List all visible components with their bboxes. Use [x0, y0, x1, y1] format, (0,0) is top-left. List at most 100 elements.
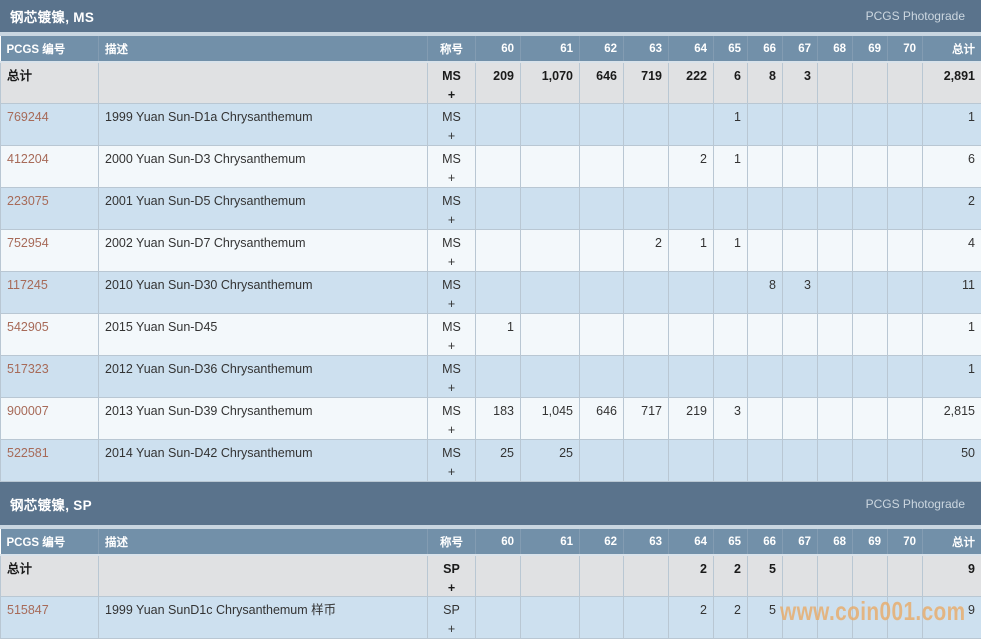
grade-63-cell — [623, 313, 669, 356]
description-cell: 2002 Yuan Sun-D7 Chrysanthemum — [98, 229, 428, 272]
designation-cell: MS + — [427, 313, 476, 356]
grade-64-cell: 2 — [668, 554, 714, 597]
grade-61-cell — [520, 145, 580, 188]
table-row: 752954 2002 Yuan Sun-D7 Chrysanthemum MS +2… — [0, 229, 981, 272]
grade-63-cell — [623, 355, 669, 398]
grade-62-cell — [579, 439, 624, 482]
grade-67-cell — [782, 145, 818, 188]
pcgs-number-link[interactable]: 769244 — [7, 110, 49, 124]
grade-68-cell — [817, 229, 853, 272]
section-ms: 钢芯镀镍, MS PCGS Photograde PCGS 编号 描述 称号 60 61… — [0, 0, 981, 482]
pcgs-number-cell: 752954 — [0, 229, 99, 272]
col-header-grade-65: 65 — [713, 36, 748, 63]
grade-60-cell — [475, 103, 521, 146]
grade-70-cell — [887, 145, 923, 188]
grade-61-cell: 25 — [520, 439, 580, 482]
grade-64-cell — [668, 313, 714, 356]
grade-62-cell — [579, 187, 624, 230]
col-header-grade-68: 68 — [817, 529, 853, 556]
col-header-grade-60: 60 — [475, 36, 521, 63]
grade-68-cell — [817, 397, 853, 440]
grade-67-cell — [782, 313, 818, 356]
grade-66-cell — [747, 313, 783, 356]
grade-70-cell — [887, 271, 923, 314]
col-header-grade-63: 63 — [623, 529, 669, 556]
grade-66-cell — [747, 103, 783, 146]
table-row: 223075 2001 Yuan Sun-D5 Chrysanthemum MS +2 — [0, 187, 981, 230]
total-row: 总计 MS +209 1,070 646 719 222 6 8 3 2,891 — [0, 61, 981, 104]
pcgs-number-link[interactable]: 412204 — [7, 152, 49, 166]
pcgs-photograde-link[interactable]: PCGS Photograde — [865, 496, 965, 511]
grade-67-cell — [782, 187, 818, 230]
pcgs-number-link[interactable]: 752954 — [7, 236, 49, 250]
description-cell: 1999 Yuan Sun-D1a Chrysanthemum — [98, 103, 428, 146]
pcgs-number-link[interactable]: 900007 — [7, 404, 49, 418]
grade-70-cell — [887, 439, 923, 482]
pcgs-number-link[interactable]: 117245 — [7, 278, 48, 292]
designation-line: + — [447, 88, 456, 102]
grade-60-cell — [475, 145, 521, 188]
grade-68-cell — [817, 271, 853, 314]
pcgs-number-cell: 412204 — [0, 145, 99, 188]
grade-67-cell — [782, 229, 818, 272]
pcgs-number-cell: 515847 — [0, 596, 99, 639]
col-header-grade-60: 60 — [475, 529, 521, 556]
section-header-bar-ms: 钢芯镀镍, MS PCGS Photograde — [0, 0, 981, 32]
grade-69-cell — [852, 229, 888, 272]
section-divider — [0, 525, 981, 529]
grade-62-cell — [579, 145, 624, 188]
description-cell: 2014 Yuan Sun-D42 Chrysanthemum — [98, 439, 428, 482]
grade-63-cell: 719 — [623, 61, 669, 104]
col-header-total: 总计 — [922, 529, 981, 556]
row-total-cell: 9 — [922, 596, 981, 639]
grade-61-cell — [520, 271, 580, 314]
total-row: 总计 SP +2 2 5 9 — [0, 554, 981, 597]
designation-line: MS — [442, 110, 461, 124]
pcgs-number-link[interactable]: 542905 — [7, 320, 49, 334]
pcgs-number-link[interactable]: 517323 — [7, 362, 49, 376]
grade-68-cell — [817, 61, 853, 104]
row-total-cell: 1 — [922, 313, 981, 356]
grade-62-cell — [579, 103, 624, 146]
grade-70-cell — [887, 61, 923, 104]
table-row: 522581 2014 Yuan Sun-D42 Chrysanthemum MS +… — [0, 439, 981, 482]
grade-68-cell — [817, 355, 853, 398]
grade-66-cell — [747, 355, 783, 398]
col-header-grade-64: 64 — [668, 529, 714, 556]
pcgs-number-cell: 223075 — [0, 187, 99, 230]
col-header-pcgs-number: PCGS 编号 — [0, 529, 99, 556]
col-header-designation: 称号 — [427, 36, 476, 63]
grade-63-cell — [623, 271, 669, 314]
row-total-cell: 2,815 — [922, 397, 981, 440]
grade-60-cell: 25 — [475, 439, 521, 482]
designation-line: SP — [443, 603, 460, 617]
grade-68-cell — [817, 596, 853, 639]
col-header-grade-64: 64 — [668, 36, 714, 63]
grade-66-cell — [747, 397, 783, 440]
pcgs-photograde-link[interactable]: PCGS Photograde — [865, 9, 965, 23]
grade-62-cell — [579, 271, 624, 314]
designation-line: MS — [442, 278, 461, 292]
designation-cell: MS + — [427, 439, 476, 482]
table-row: 117245 2010 Yuan Sun-D30 Chrysanthemum MS +… — [0, 271, 981, 314]
col-header-grade-66: 66 — [747, 529, 783, 556]
grade-67-cell — [782, 439, 818, 482]
col-header-grade-67: 67 — [782, 529, 818, 556]
designation-line: + — [447, 297, 456, 311]
pcgs-number-link[interactable]: 522581 — [7, 446, 49, 460]
description-cell: 2001 Yuan Sun-D5 Chrysanthemum — [98, 187, 428, 230]
designation-line: + — [447, 213, 456, 227]
designation-line: MS — [442, 362, 461, 376]
pcgs-number-link[interactable]: 515847 — [7, 603, 49, 617]
grade-69-cell — [852, 103, 888, 146]
grade-63-cell — [623, 103, 669, 146]
section-header-bar-sp: 钢芯镀镍, SP PCGS Photograde — [0, 482, 981, 525]
col-header-grade-66: 66 — [747, 36, 783, 63]
grade-70-cell — [887, 397, 923, 440]
designation-cell: MS + — [427, 397, 476, 440]
description-cell: 1999 Yuan SunD1c Chrysanthemum 样币 — [98, 596, 428, 639]
col-header-grade-69: 69 — [852, 529, 888, 556]
pcgs-number-link[interactable]: 223075 — [7, 194, 49, 208]
table-row: 769244 1999 Yuan Sun-D1a Chrysanthemum MS +… — [0, 103, 981, 146]
grade-69-cell — [852, 596, 888, 639]
